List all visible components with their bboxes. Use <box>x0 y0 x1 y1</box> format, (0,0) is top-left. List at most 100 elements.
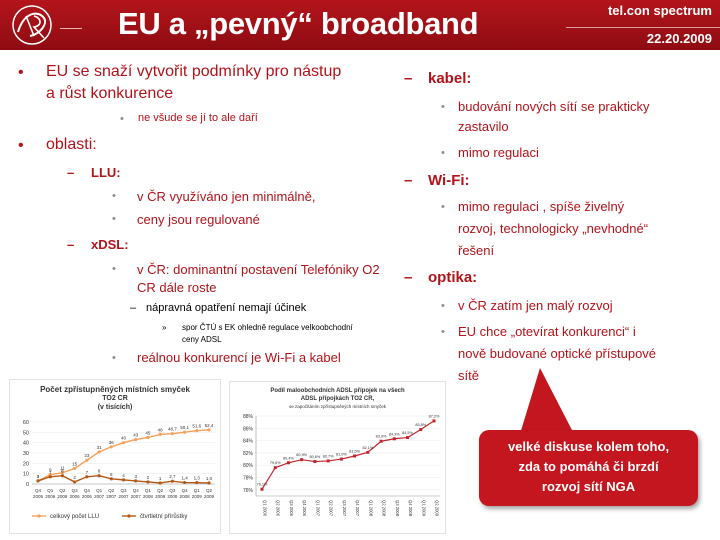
callout-pointer-icon <box>520 368 574 434</box>
xdsl-subitem: nápravná opatření nemají účinek <box>146 302 307 314</box>
optika-item-2-cont: nově budované optické přístupové <box>458 346 657 361</box>
data-point <box>339 457 343 461</box>
x-tick-label: Q1 2009 <box>421 500 426 517</box>
x-tick-label: 2009 <box>192 494 203 499</box>
wifi-item-1-cont: rozvoj, technologicky „nevhodné“ <box>458 221 649 236</box>
x-tick-label: Q2 2009 <box>435 500 440 517</box>
x-tick-label: Q2 <box>157 488 164 493</box>
bullet-oblasti: oblasti: <box>46 136 97 153</box>
data-label: 48,7 <box>168 427 177 432</box>
heading-xdsl: xDSL: <box>91 237 129 252</box>
y-tick-label: 86% <box>243 426 254 432</box>
callout-box: velké diskuse kolem toho, zda to pomáhá … <box>479 430 698 506</box>
data-point <box>60 474 65 478</box>
data-label: 4 <box>122 473 125 478</box>
llu-item-1: v ČR využíváno jen minimálně, <box>137 189 316 204</box>
data-point <box>85 475 89 479</box>
data-label: 1,4 <box>181 476 188 481</box>
x-tick-label: Q2 <box>59 488 66 493</box>
data-point <box>353 454 357 458</box>
chart-title: Počet zpřístupněných místních smyček <box>40 385 190 394</box>
x-tick-label: 2007 <box>106 494 117 499</box>
data-label: 8 <box>61 469 64 474</box>
xdsl-subsub-1: spor ČTÚ s EK ohledně regulace velkoobch… <box>182 323 353 332</box>
x-tick-label: 2008 <box>155 494 166 499</box>
x-tick-label: 2007 <box>118 494 129 499</box>
x-tick-label: Q3 2006 <box>289 500 294 517</box>
data-label: 79,6% <box>270 461 281 465</box>
dash-marker: – <box>404 172 413 189</box>
data-point <box>109 445 113 449</box>
data-point <box>432 419 436 423</box>
x-tick-label: 2008 <box>167 494 178 499</box>
logo-divider <box>60 28 82 29</box>
data-label: 9 <box>49 468 52 473</box>
data-point <box>300 458 304 462</box>
sub-bullet-dot: • <box>112 190 116 202</box>
y-tick-label: 10 <box>23 472 29 478</box>
x-tick-label: Q3 2007 <box>342 500 347 517</box>
data-label: 80,7% <box>323 454 334 458</box>
data-label: 40 <box>121 436 127 441</box>
data-point <box>182 480 187 485</box>
data-label: 3 <box>37 474 40 479</box>
x-tick-label: Q3 <box>72 488 79 493</box>
x-tick-label: 2007 <box>94 494 105 499</box>
data-label: 82,1% <box>362 446 373 450</box>
dash-marker: – <box>404 70 413 87</box>
sub-bullet-dot: • <box>441 101 445 113</box>
llu-chart: Počet zpřístupněných místních smyček TO2… <box>9 379 221 534</box>
xdsl-item-2: reálnou konkurencí je Wi-Fi a kabel <box>137 350 341 365</box>
x-tick-label: Q2 2008 <box>382 500 387 517</box>
data-label: 51,6 <box>192 424 201 429</box>
chart-subtitle: ADSL přípojkách TO2 CR, <box>300 396 375 402</box>
chart-subtitle-2: se započítáním zpřístupněných místních s… <box>288 404 387 409</box>
x-tick-label: Q4 2008 <box>408 500 413 517</box>
data-label: 3 <box>37 474 40 479</box>
y-tick-label: 50 <box>23 430 29 436</box>
x-tick-label: Q4 2007 <box>355 500 360 517</box>
data-point <box>326 459 330 463</box>
slide-header: EU a „pevný“ broadband tel.con spectrum … <box>0 0 720 50</box>
data-point <box>313 460 317 464</box>
data-label: 3 <box>134 474 137 479</box>
data-point <box>97 474 101 478</box>
llu-item-2: ceny jsou regulované <box>137 212 260 227</box>
chart-subtitle: TO2 CR <box>102 395 128 402</box>
data-point <box>419 428 423 432</box>
x-tick-label: Q1 <box>145 488 152 493</box>
subsub-marker: » <box>162 323 167 332</box>
callout-line-3: rozvoj sítí NGA <box>541 479 636 494</box>
data-point <box>73 480 77 484</box>
data-point <box>36 479 40 483</box>
x-tick-label: Q2 <box>108 488 115 493</box>
data-point <box>260 487 264 491</box>
y-tick-label: 30 <box>23 451 29 457</box>
sub-bullet-ne-vsude: ne všude se jí to ale daří <box>138 112 258 124</box>
chart-title: Podíl maloobchodních ADSL přípojek na vš… <box>270 388 405 394</box>
data-label: 81,0% <box>336 453 347 457</box>
x-tick-label: 2006 <box>45 494 56 499</box>
legend-entry: celkový počet LLU <box>50 514 99 520</box>
data-label: 7 <box>49 470 52 475</box>
data-point <box>158 481 162 485</box>
data-point <box>73 466 77 471</box>
data-point <box>195 481 199 485</box>
data-label: 43 <box>133 433 139 438</box>
x-tick-label: Q2 <box>206 488 213 493</box>
callout-line-1: velké diskuse kolem toho, <box>507 439 670 454</box>
data-point <box>366 450 370 454</box>
data-point <box>286 461 290 465</box>
sub-bullet-dot: • <box>441 201 445 213</box>
data-label: 85,8% <box>415 423 426 427</box>
x-tick-label: 2008 <box>143 494 154 499</box>
sub-bullet-dot: • <box>441 147 445 159</box>
data-point <box>97 450 101 454</box>
slide-title: EU a „pevný“ broadband <box>118 6 479 41</box>
data-label: 76,1% <box>257 483 268 487</box>
y-tick-label: 88% <box>243 414 254 420</box>
y-tick-label: 76% <box>243 488 254 494</box>
data-label: 23 <box>84 453 90 458</box>
y-tick-label: 84% <box>243 439 254 445</box>
data-point <box>170 432 174 436</box>
